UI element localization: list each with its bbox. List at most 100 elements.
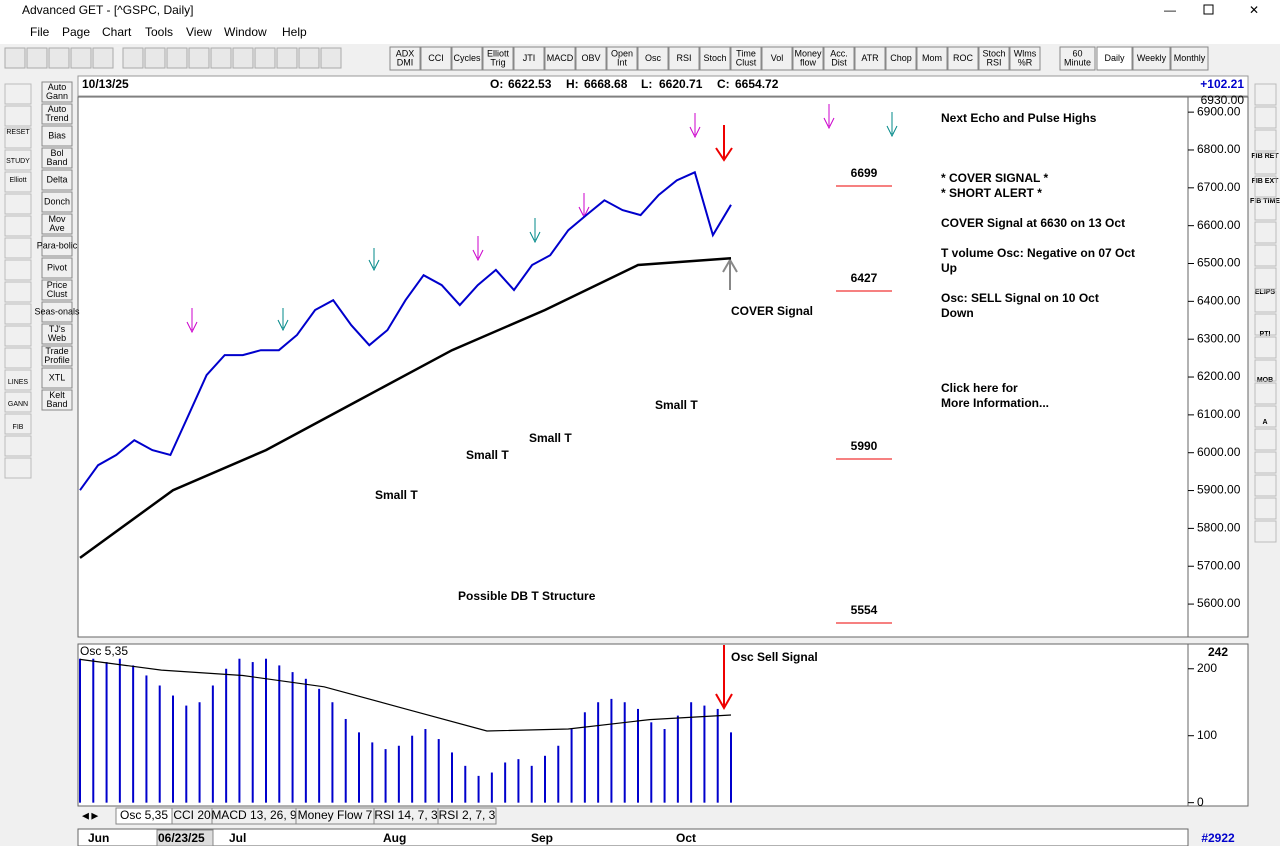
indicator-button[interactable]: [668, 46, 700, 71]
left-icon[interactable]: [4, 413, 32, 435]
left-icon-label[interactable]: Elliott: [9, 177, 26, 184]
tool-icon[interactable]: [48, 47, 70, 69]
indicator-button[interactable]: [451, 46, 483, 71]
menu-item[interactable]: File: [30, 25, 50, 39]
menu-item[interactable]: Chart: [102, 25, 132, 39]
study-button[interactable]: [41, 81, 73, 103]
tab-label[interactable]: MACD 13, 26, 9: [211, 808, 297, 822]
left-icon-label[interactable]: FIB: [13, 424, 24, 431]
indicator-button[interactable]: [699, 46, 731, 71]
left-icon-label[interactable]: GANN: [8, 401, 28, 408]
right-tool-label[interactable]: MOB: [1257, 377, 1273, 384]
study-button[interactable]: [41, 191, 73, 213]
left-icon[interactable]: [4, 83, 32, 105]
study-button-label[interactable]: Price Clust: [47, 280, 68, 299]
indicator-button[interactable]: [823, 46, 855, 71]
indicator-button-label[interactable]: Vol: [771, 53, 784, 63]
indicator-button-label[interactable]: JTI: [523, 53, 536, 63]
study-button[interactable]: [41, 279, 73, 301]
left-icon-label[interactable]: LINES: [8, 379, 29, 386]
right-tool[interactable]: [1254, 497, 1277, 520]
study-button-label[interactable]: Delta: [46, 174, 67, 184]
study-button-label[interactable]: Pivot: [47, 262, 68, 272]
tab-label[interactable]: Osc 5,35: [120, 808, 168, 822]
indicator-button[interactable]: [885, 46, 917, 71]
tool-icon[interactable]: [4, 47, 26, 69]
left-icon[interactable]: [4, 369, 32, 391]
indicator-button-label[interactable]: Open Int: [611, 49, 633, 68]
period-button-label[interactable]: Monthly: [1174, 53, 1206, 63]
study-button[interactable]: [41, 345, 73, 367]
indicator-button[interactable]: [761, 46, 793, 71]
right-tool-label[interactable]: FIB TIME: [1250, 198, 1280, 205]
indicator-button[interactable]: [544, 46, 576, 71]
close[interactable]: ✕: [1249, 3, 1259, 17]
left-icon[interactable]: [4, 325, 32, 347]
left-icon[interactable]: [4, 127, 32, 149]
tab-label[interactable]: Money Flow 7: [298, 808, 373, 822]
left-icon-label[interactable]: STUDY: [6, 158, 30, 165]
tool-icon[interactable]: [298, 47, 320, 69]
indicator-button-label[interactable]: Mom: [922, 53, 942, 63]
left-icon[interactable]: [4, 171, 32, 193]
left-icon[interactable]: [4, 105, 32, 127]
indicator-button[interactable]: [978, 46, 1010, 71]
tool-icon[interactable]: [144, 47, 166, 69]
tab-scroll[interactable]: ◀ ▶: [82, 810, 98, 820]
maximize[interactable]: [1203, 4, 1214, 15]
left-icon[interactable]: [4, 149, 32, 171]
study-button[interactable]: [41, 103, 73, 125]
tool-icon[interactable]: [70, 47, 92, 69]
period-button[interactable]: [1096, 46, 1133, 71]
right-tool[interactable]: [1254, 520, 1277, 543]
info-line[interactable]: More Information...: [941, 396, 1049, 410]
menu-item[interactable]: Page: [62, 25, 90, 39]
study-button-label[interactable]: Auto Trend: [45, 104, 68, 123]
right-tool[interactable]: [1254, 405, 1277, 428]
study-button[interactable]: [41, 389, 73, 411]
study-button-label[interactable]: Mov Ave: [48, 214, 66, 233]
left-icon[interactable]: [4, 281, 32, 303]
left-icon[interactable]: [4, 215, 32, 237]
period-button[interactable]: [1059, 46, 1096, 71]
indicator-button-label[interactable]: Chop: [890, 53, 912, 63]
period-button[interactable]: [1170, 46, 1209, 71]
right-tool-label[interactable]: ELIPS: [1255, 289, 1276, 296]
indicator-button-label[interactable]: Osc: [645, 53, 662, 63]
right-tool[interactable]: [1254, 152, 1277, 175]
right-tool[interactable]: [1254, 198, 1277, 221]
right-tool-label[interactable]: PTI: [1260, 331, 1271, 338]
right-tool-label[interactable]: FIB EXT: [1252, 178, 1280, 185]
study-button[interactable]: [41, 323, 73, 345]
left-icon[interactable]: [4, 193, 32, 215]
study-button-label[interactable]: XTL: [49, 372, 66, 382]
study-button-label[interactable]: TJ's Web: [48, 324, 66, 343]
study-button[interactable]: [41, 235, 73, 257]
indicator-button[interactable]: [420, 46, 452, 71]
study-button-label[interactable]: Kelt Band: [46, 390, 67, 409]
period-button[interactable]: [1132, 46, 1171, 71]
minimize[interactable]: —: [1164, 3, 1176, 17]
right-tool[interactable]: [1254, 175, 1277, 198]
indicator-button-label[interactable]: Elliott Trig: [487, 49, 510, 68]
tool-icon[interactable]: [232, 47, 254, 69]
indicator-button-label[interactable]: Wlms %R: [1014, 49, 1037, 68]
left-icon[interactable]: [4, 259, 32, 281]
study-button-label[interactable]: Bol Band: [46, 148, 67, 167]
left-icon[interactable]: [4, 457, 32, 479]
indicator-button[interactable]: [854, 46, 886, 71]
right-tool[interactable]: [1254, 83, 1277, 106]
menu-item[interactable]: Help: [282, 25, 307, 39]
indicator-button[interactable]: [730, 46, 762, 71]
tab[interactable]: [437, 807, 497, 825]
indicator-button-label[interactable]: Money flow: [794, 49, 822, 68]
indicator-button-label[interactable]: ATR: [861, 53, 879, 63]
right-tool[interactable]: [1254, 382, 1277, 405]
indicator-button[interactable]: [1009, 46, 1041, 71]
tool-icon[interactable]: [276, 47, 298, 69]
tool-icon[interactable]: [210, 47, 232, 69]
indicator-button[interactable]: [575, 46, 607, 71]
right-tool-label[interactable]: A: [1262, 419, 1267, 426]
study-button-label[interactable]: Donch: [44, 196, 70, 206]
right-tool[interactable]: [1254, 428, 1277, 451]
